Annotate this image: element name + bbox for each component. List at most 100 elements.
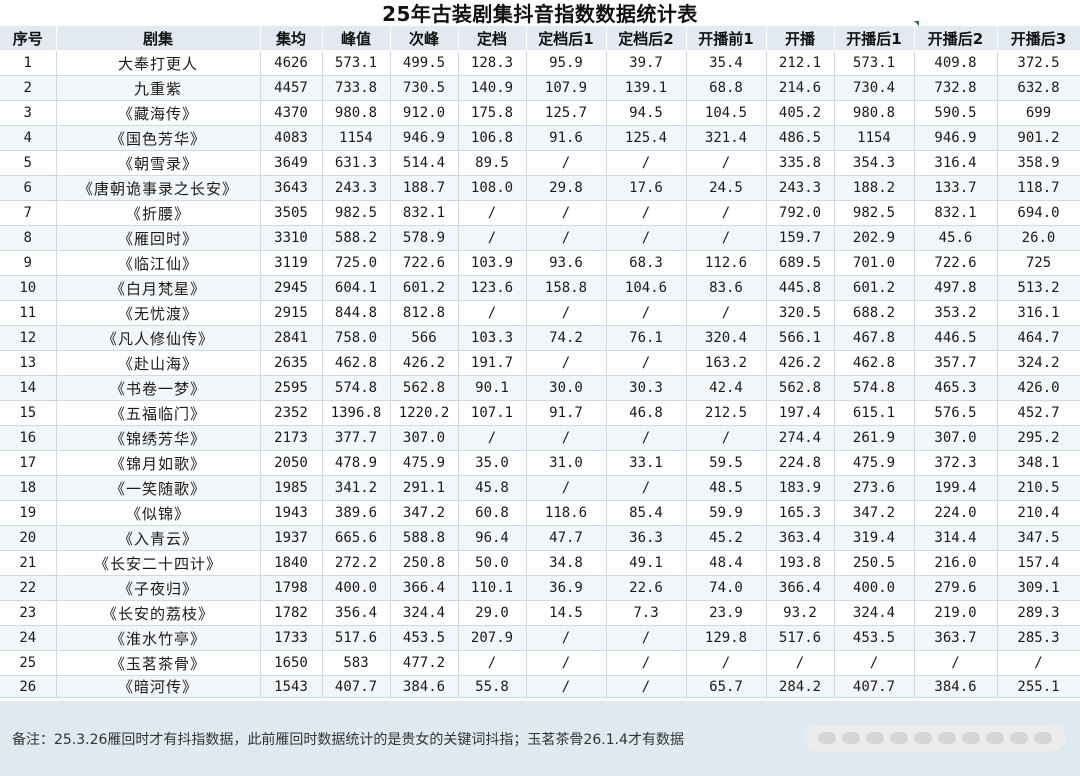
value-cell: / [606, 675, 687, 698]
row-index-cell: 13 [0, 350, 57, 376]
value-cell: 123.6 [458, 275, 527, 301]
value-cell: 31.0 [526, 450, 607, 476]
value-cell: 499.5 [390, 50, 459, 76]
value-cell: 601.2 [390, 275, 459, 301]
series-name-cell: 《无忧渡》 [56, 300, 261, 326]
row-index-cell: 12 [0, 325, 57, 351]
value-cell: / [526, 675, 607, 698]
row-index-cell: 10 [0, 275, 57, 301]
row-index-cell: 22 [0, 575, 57, 601]
value-cell: 36.3 [606, 525, 687, 551]
value-cell: 285.3 [997, 625, 1080, 651]
series-name-cell: 《唐朝诡事录之长安》 [56, 175, 261, 201]
value-cell: 497.8 [914, 275, 998, 301]
row-index-cell: 16 [0, 425, 57, 451]
value-cell: / [606, 225, 687, 251]
value-cell: / [914, 650, 998, 676]
value-cell: 446.5 [914, 325, 998, 351]
value-cell: 475.9 [834, 450, 915, 476]
row-index-cell: 26 [0, 675, 57, 698]
value-cell: 566 [390, 325, 459, 351]
value-cell: 104.6 [606, 275, 687, 301]
value-cell: 588.8 [390, 525, 459, 551]
value-cell: 191.7 [458, 350, 527, 376]
value-cell: 1154 [834, 125, 915, 151]
series-name-cell: 《长安二十四计》 [56, 550, 261, 576]
value-cell: 91.6 [526, 125, 607, 151]
row-index-cell: 11 [0, 300, 57, 326]
value-cell: 701.0 [834, 250, 915, 276]
value-cell: / [686, 225, 767, 251]
value-cell: 464.7 [997, 325, 1080, 351]
row-index-cell: 3 [0, 100, 57, 126]
value-cell: 566.1 [766, 325, 835, 351]
row-index-cell: 4 [0, 125, 57, 151]
table-row: 4 《国色芳华》 4083 1154 946.9 106.8 91.6 125.4 321.4 4… [0, 125, 1080, 151]
value-cell: 307.0 [390, 425, 459, 451]
value-cell: 23.9 [686, 600, 767, 626]
value-cell: / [606, 475, 687, 501]
value-cell: 29.8 [526, 175, 607, 201]
value-cell: 108.0 [458, 175, 527, 201]
value-cell: 219.0 [914, 600, 998, 626]
value-cell: / [606, 350, 687, 376]
value-cell: 3310 [260, 225, 323, 251]
value-cell: 129.8 [686, 625, 767, 651]
value-cell: 467.8 [834, 325, 915, 351]
value-cell: 1733 [260, 625, 323, 651]
table-row: 3 《藏海传》 4370 980.8 912.0 175.8 125.7 94.5 104.5 4… [0, 100, 1080, 126]
value-cell: 261.9 [834, 425, 915, 451]
series-name-cell: 《锦绣芳华》 [56, 425, 261, 451]
series-name-cell: 《子夜归》 [56, 575, 261, 601]
value-cell: 39.7 [606, 50, 687, 76]
value-cell: / [686, 650, 767, 676]
col-header-before-premiere-1: 开播前1 [686, 26, 767, 51]
value-cell: 93.2 [766, 600, 835, 626]
value-cell: 243.3 [766, 175, 835, 201]
row-index-cell: 2 [0, 75, 57, 101]
value-cell: 358.9 [997, 150, 1080, 176]
value-cell: 140.9 [458, 75, 527, 101]
value-cell: 604.1 [322, 275, 391, 301]
value-cell: 2945 [260, 275, 323, 301]
value-cell: 22.6 [606, 575, 687, 601]
value-cell: 832.1 [914, 200, 998, 226]
value-cell: 65.7 [686, 675, 767, 698]
value-cell: 103.3 [458, 325, 527, 351]
value-cell: 48.5 [686, 475, 767, 501]
value-cell: 2173 [260, 425, 323, 451]
value-cell: 319.4 [834, 525, 915, 551]
series-name-cell: 《锦月如歌》 [56, 450, 261, 476]
value-cell: 125.4 [606, 125, 687, 151]
row-index-cell: 15 [0, 400, 57, 426]
value-cell: 175.8 [458, 100, 527, 126]
value-cell: 30.3 [606, 375, 687, 401]
value-cell: 946.9 [914, 125, 998, 151]
col-header-second-peak: 次峰 [390, 26, 459, 51]
table-row: 22 《子夜归》 1798 400.0 366.4 110.1 36.9 22.6 74.0 36… [0, 575, 1080, 601]
value-cell: 36.9 [526, 575, 607, 601]
value-cell: 216.0 [914, 550, 998, 576]
value-cell: 50.0 [458, 550, 527, 576]
table-row: 10 《白月梵星》 2945 604.1 601.2 123.6 158.8 104.6 83.… [0, 275, 1080, 301]
value-cell: 513.2 [997, 275, 1080, 301]
value-cell: 24.5 [686, 175, 767, 201]
value-cell: 316.1 [997, 300, 1080, 326]
value-cell: 2050 [260, 450, 323, 476]
value-cell: 158.8 [526, 275, 607, 301]
value-cell: 212.1 [766, 50, 835, 76]
value-cell: 389.6 [322, 500, 391, 526]
value-cell: 91.7 [526, 400, 607, 426]
value-cell: 250.5 [834, 550, 915, 576]
value-cell: 632.8 [997, 75, 1080, 101]
value-cell: 324.2 [997, 350, 1080, 376]
value-cell: 452.7 [997, 400, 1080, 426]
value-cell: 348.1 [997, 450, 1080, 476]
value-cell: 59.5 [686, 450, 767, 476]
value-cell: 407.7 [322, 675, 391, 698]
value-cell: 34.8 [526, 550, 607, 576]
value-cell: 1943 [260, 500, 323, 526]
col-header-premiere: 开播 [766, 26, 835, 51]
header-row: 序号 剧集 集均 峰值 次峰 定档 定档后1 定档后2 开播前1 开播 开播后1 开播后2 开播后3 [0, 26, 1080, 51]
row-index-cell: 20 [0, 525, 57, 551]
